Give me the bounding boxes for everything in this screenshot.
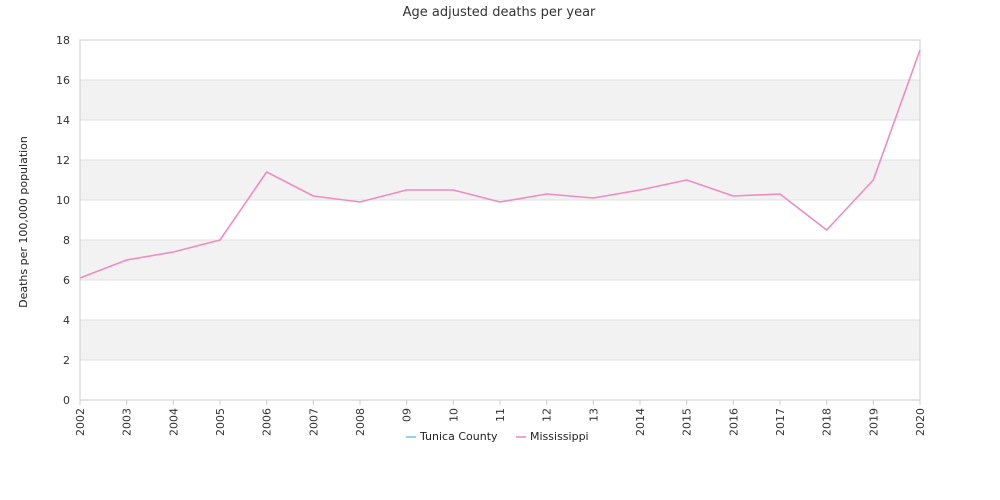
y-tick-label: 12 <box>56 154 70 167</box>
x-axis-ticks: 2002 2003 2004 2005 2006 2007 2008 09 10 11 12 13 20… <box>74 400 927 436</box>
grid-band <box>80 80 920 120</box>
x-tick-label: 2003 <box>121 408 134 436</box>
x-tick-label: 2005 <box>214 408 227 436</box>
legend-label: Tunica County <box>419 430 498 443</box>
x-tick-label: 13 <box>587 408 600 422</box>
x-tick-label: 2008 <box>354 408 367 436</box>
x-tick-label: 10 <box>447 408 460 422</box>
x-tick-label: 2014 <box>634 408 647 436</box>
legend-item-mississippi[interactable]: Mississippi <box>516 430 589 443</box>
x-tick-label: 2015 <box>681 408 694 436</box>
y-tick-label: 8 <box>63 234 70 247</box>
y-axis-ticks: 0 2 4 6 8 10 12 14 16 18 <box>56 34 70 407</box>
series-line-mississippi <box>79 49 921 279</box>
series-lines <box>79 49 921 279</box>
y-tick-label: 18 <box>56 34 70 47</box>
x-tick-label: 2017 <box>774 408 787 436</box>
y-tick-label: 10 <box>56 194 70 207</box>
x-tick-label: 2007 <box>307 408 320 436</box>
grid-band <box>80 240 920 280</box>
x-tick-label: 2004 <box>167 408 180 436</box>
y-tick-label: 6 <box>63 274 70 287</box>
y-tick-label: 16 <box>56 74 70 87</box>
y-tick-label: 14 <box>56 114 70 127</box>
legend-label: Mississippi <box>530 430 589 443</box>
x-tick-label: 2016 <box>727 408 740 436</box>
x-tick-label: 2002 <box>74 408 87 436</box>
legend-item-tunica-county[interactable]: Tunica County <box>406 430 498 443</box>
background-bands <box>80 80 920 360</box>
chart-title: Age adjusted deaths per year <box>403 5 596 20</box>
y-tick-label: 4 <box>63 314 70 327</box>
y-tick-label: 0 <box>63 394 70 407</box>
grid-band <box>80 160 920 200</box>
x-tick-label: 11 <box>494 408 507 422</box>
x-tick-label: 09 <box>401 408 414 422</box>
legend[interactable]: Tunica County Mississippi <box>406 430 589 443</box>
y-tick-label: 2 <box>63 354 70 367</box>
x-tick-label: 2018 <box>821 408 834 436</box>
x-tick-label: 2020 <box>914 408 927 436</box>
grid-band <box>80 320 920 360</box>
y-axis-title: Deaths per 100,000 population <box>17 136 30 308</box>
x-tick-label: 2019 <box>867 408 880 436</box>
x-tick-label: 12 <box>541 408 554 422</box>
x-tick-label: 2006 <box>261 408 274 436</box>
